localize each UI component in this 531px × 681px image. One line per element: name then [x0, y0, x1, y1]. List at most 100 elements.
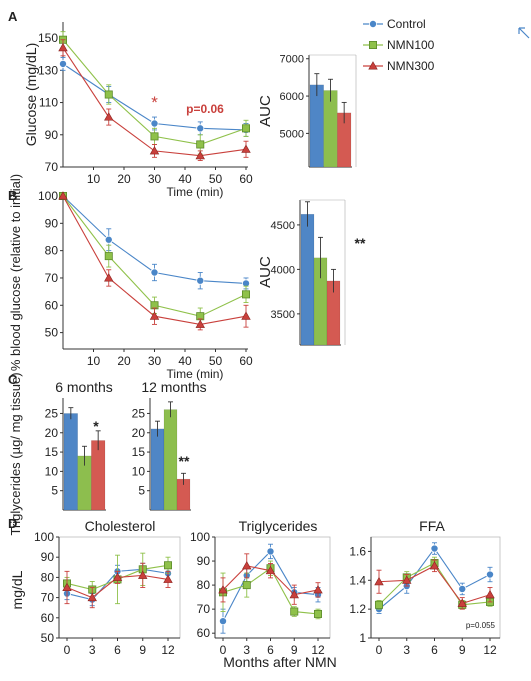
bar-4-0	[63, 413, 78, 511]
data-point-7-0-0	[218, 617, 227, 626]
y-tick-label-6-5: 100	[34, 530, 54, 544]
data-point-2-2-1	[104, 273, 114, 282]
x-tick-label-6-3: 9	[139, 643, 146, 657]
y-tick-label-2-2: 70	[45, 271, 59, 285]
legend-marker-1	[368, 41, 377, 50]
x-tick-label-2-3: 40	[178, 354, 192, 368]
x-tick-label-2-5: 60	[239, 354, 253, 368]
bar-y-tick-label-1-2: 7000	[280, 54, 304, 66]
data-point-8-2-3	[457, 598, 467, 607]
x-tick-label-7-0: 0	[220, 643, 227, 657]
x-tick-label-6-4: 12	[161, 643, 175, 657]
significance-stars-c: **	[179, 453, 190, 469]
chart-title-4: 6 months	[55, 379, 113, 395]
data-point-8-2-1	[402, 575, 412, 584]
data-point-2-0-3	[196, 276, 205, 285]
x-tick-label-0-5: 60	[239, 172, 253, 186]
data-point-6-2-3	[138, 570, 148, 579]
bar-y-tick-label-3-1: 4000	[271, 264, 295, 276]
bar-1-1	[323, 90, 338, 168]
y-axis-title-2: % blood glucose (relative to initial)	[8, 174, 23, 371]
y-tick-label-7-4: 100	[190, 530, 210, 544]
y-tick-label-0-1: 90	[45, 128, 59, 142]
corner-arrow-icon	[518, 27, 530, 39]
chart-title-8: FFA	[419, 518, 445, 534]
bar-y-tick-label-5-0: 5	[138, 484, 145, 498]
x-axis-title-0: Time (min)	[167, 185, 224, 199]
legend-marker-0	[368, 19, 377, 28]
data-point-7-2-3	[289, 589, 299, 599]
x-tick-label-0-4: 50	[209, 172, 223, 186]
data-point-2-0-2	[150, 268, 159, 277]
data-point-2-1-4	[241, 290, 250, 299]
bar-3-0	[300, 213, 315, 346]
data-point-7-2-2	[265, 565, 276, 575]
legend-label-1: NMN100	[387, 38, 435, 52]
x-tick-label-7-2: 6	[267, 643, 274, 657]
bar-y-tick-label-1-1: 6000	[280, 91, 304, 103]
p-value-annotation-a: p=0.06	[186, 102, 224, 116]
y-tick-label-7-2: 80	[197, 578, 211, 592]
x-tick-label-0-0: 10	[87, 172, 101, 186]
x-axis-title-2: Time (min)	[167, 367, 224, 381]
data-point-0-1-1	[104, 90, 113, 99]
bar-y-tick-label-1-0: 5000	[280, 128, 304, 140]
bar-y-tick-label-5-3: 20	[132, 426, 146, 440]
data-point-7-1-1	[242, 581, 251, 590]
significance-star-c: *	[93, 418, 99, 434]
bar-y-tick-label-5-1: 10	[132, 464, 146, 478]
y-tick-label-8-0: 1	[359, 631, 366, 645]
data-point-6-2-2	[112, 572, 123, 581]
legend-marker-2	[368, 61, 378, 70]
significance-stars-b: **	[355, 235, 366, 251]
data-point-7-2-0	[218, 585, 228, 594]
y-tick-label-0-4: 150	[38, 31, 58, 45]
y-tick-label-2-4: 90	[45, 216, 59, 230]
data-point-0-2-4	[241, 144, 251, 153]
y-tick-label-8-2: 1.4	[349, 573, 366, 587]
bar-y-tick-label-4-0: 5	[51, 484, 58, 498]
data-point-0-1-3	[196, 140, 205, 149]
data-point-7-2-4	[313, 585, 323, 594]
bar-y-tick-label-4-2: 15	[45, 445, 59, 459]
bar-y-tick-label-4-3: 20	[45, 426, 59, 440]
legend-label-2: NMN300	[387, 59, 435, 73]
bar-y-tick-label-4-1: 10	[45, 464, 59, 478]
data-point-0-0-2	[150, 119, 159, 128]
panel-label-b: B	[8, 188, 17, 203]
y-tick-label-2-5: 100	[38, 189, 58, 203]
p-value-annotation-d: p=0.055	[466, 621, 496, 630]
data-point-7-1-3	[290, 607, 299, 616]
significance-star-a: *	[151, 93, 158, 112]
legend-label-0: Control	[387, 17, 426, 31]
x-tick-label-2-0: 10	[87, 354, 101, 368]
x-tick-label-2-4: 50	[209, 354, 223, 368]
y-tick-label-6-4: 90	[41, 550, 55, 564]
x-tick-label-2-2: 30	[148, 354, 162, 368]
bar-5-0	[150, 428, 165, 511]
x-tick-label-7-4: 12	[311, 643, 325, 657]
data-point-0-2-1	[104, 112, 114, 121]
y-tick-label-0-2: 110	[39, 96, 58, 110]
data-point-7-0-2	[266, 547, 275, 556]
y-tick-label-7-3: 90	[197, 554, 211, 568]
x-tick-label-6-0: 0	[64, 643, 71, 657]
data-point-7-2-1	[242, 561, 252, 570]
y-axis-title-6: mg/dL	[9, 570, 25, 609]
data-point-2-2-2	[149, 311, 160, 320]
data-point-7-1-4	[313, 609, 322, 618]
data-point-8-0-4	[485, 570, 494, 579]
data-point-2-0-1	[104, 235, 113, 244]
data-point-2-2-0	[58, 191, 68, 200]
x-tick-label-8-0: 0	[376, 643, 383, 657]
data-point-8-2-2	[429, 561, 440, 570]
data-point-6-2-0	[62, 582, 72, 592]
x-tick-label-7-3: 9	[291, 643, 298, 657]
bar-y-tick-label-4-4: 25	[45, 406, 59, 420]
y-axis-title-0: Glucose (mg/dL)	[23, 43, 39, 146]
x-tick-label-2-1: 20	[117, 354, 131, 368]
data-point-0-2-2	[149, 146, 160, 155]
data-point-8-2-4	[485, 589, 495, 599]
x-tick-label-7-1: 3	[243, 643, 250, 657]
